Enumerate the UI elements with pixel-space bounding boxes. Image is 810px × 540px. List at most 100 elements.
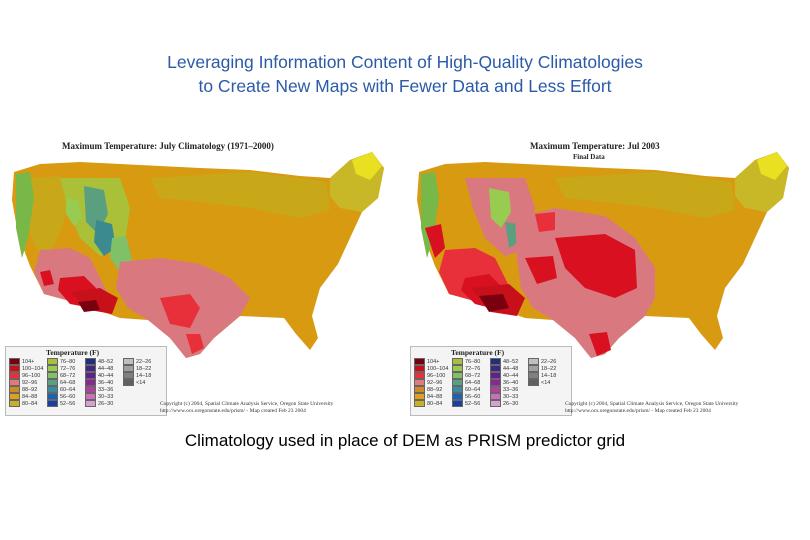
legend-swatch [452,400,463,407]
legend-label: 88–92 [22,386,38,393]
legend-item: 52–56 [452,400,490,407]
legend-label: 22–26 [541,358,557,365]
map-title: Maximum Temperature: July Climatology (1… [62,141,274,151]
legend-swatch [47,400,58,407]
legend-swatch [85,365,96,372]
legend-swatch [490,365,501,372]
map-title: Maximum Temperature: Jul 2003 [530,141,660,151]
legend-item: 100–104 [414,365,452,372]
legend-item: 14–18 [528,372,566,379]
legend-swatch [414,386,425,393]
legend-swatch [9,365,20,372]
legend-swatch [490,358,501,365]
legend-label: <14 [541,379,551,386]
legend-swatch [123,358,134,365]
legend-swatch [452,358,463,365]
legend-label: 68–72 [465,372,481,379]
map-subtitle: Final Data [573,153,605,161]
legend-item: 22–26 [528,358,566,365]
legend-label: 64–68 [465,379,481,386]
legend-item: 48–52 [490,358,528,365]
legend-swatch [452,365,463,372]
legend-label: 52–56 [60,400,76,407]
legend-item: 60–64 [47,386,85,393]
legend-swatch [528,358,539,365]
legend-swatch [414,358,425,365]
legend-label: 52–56 [465,400,481,407]
legend-label: 72–76 [60,365,76,372]
legend-item: 26–30 [490,400,528,407]
legend-label: 60–64 [465,386,481,393]
legend-grid: 104+ 100–104 96–100 92–96 88–92 84–88 80–84 76–… [9,358,161,407]
legend-swatch [414,400,425,407]
legend-swatch [85,379,96,386]
legend-item: 33–36 [85,386,123,393]
legend-item: 40–44 [85,372,123,379]
map-panel-jul-2003: Maximum Temperature: Jul 2003 Final Data… [405,138,805,418]
legend-swatch [490,372,501,379]
legend-label: 14–18 [136,372,152,379]
legend-label: 80–84 [427,400,443,407]
legend-label: 92–96 [22,379,38,386]
legend-swatch [47,372,58,379]
legend-item: 36–40 [85,379,123,386]
legend-label: 80–84 [22,400,38,407]
legend-item: 76–80 [47,358,85,365]
legend-label: 26–30 [98,400,114,407]
legend-label: 33–36 [503,386,519,393]
legend-swatch [9,400,20,407]
legend-item: 68–72 [47,372,85,379]
temperature-legend: Temperature (F) 104+ 100–104 96–100 92–96 88… [5,346,167,416]
us-temperature-map-jul-2003 [417,152,789,358]
legend-item: 14–18 [123,372,161,379]
legend-item: 84–88 [414,393,452,400]
legend-label: 76–80 [60,358,76,365]
legend-swatch [85,372,96,379]
legend-label: 104+ [22,358,35,365]
legend-item: 72–76 [452,365,490,372]
legend-label: 56–60 [465,393,481,400]
legend-label: 36–40 [98,379,114,386]
legend-label: 56–60 [60,393,76,400]
legend-item: 26–30 [85,400,123,407]
legend-item: 80–84 [9,400,47,407]
temperature-legend: Temperature (F) 104+ 100–104 96–100 92–96 88… [410,346,572,416]
legend-item: 84–88 [9,393,47,400]
credit-line-2: http://www.ocs.oregonstate.edu/prism/ - … [160,408,306,414]
legend-label: 40–44 [503,372,519,379]
legend-label: 100–104 [427,365,449,372]
legend-swatch [123,379,134,386]
legend-label: 48–52 [503,358,519,365]
legend-swatch [490,393,501,400]
slide-caption: Climatology used in place of DEM as PRIS… [184,431,626,450]
legend-label: 84–88 [22,393,38,400]
legend-label: 88–92 [427,386,443,393]
legend-item: 52–56 [47,400,85,407]
legend-item: 92–96 [414,379,452,386]
legend-swatch [414,393,425,400]
legend-item: 100–104 [9,365,47,372]
legend-label: 64–68 [60,379,76,386]
legend-swatch [528,372,539,379]
legend-item: 60–64 [452,386,490,393]
legend-swatch [9,372,20,379]
legend-swatch [452,372,463,379]
legend-item: 104+ [414,358,452,365]
legend-item: 56–60 [47,393,85,400]
legend-label: 44–48 [98,365,114,372]
legend-swatch [490,400,501,407]
legend-swatch [452,393,463,400]
legend-swatch [414,372,425,379]
legend-item: 44–48 [490,365,528,372]
credit-line-1: Copyright (c) 2004, Spatial Climate Anal… [160,401,334,407]
legend-swatch [85,393,96,400]
legend-swatch [47,365,58,372]
legend-item: 72–76 [47,365,85,372]
map-credit: Copyright (c) 2004, Spatial Climate Anal… [565,401,738,415]
legend-swatch [452,379,463,386]
legend-label: 100–104 [22,365,44,372]
credit-line-2: http://www.ocs.oregonstate.edu/prism/ - … [565,408,711,414]
legend-swatch [47,386,58,393]
legend-label: 14–18 [541,372,557,379]
legend-label: 18–22 [541,365,557,372]
